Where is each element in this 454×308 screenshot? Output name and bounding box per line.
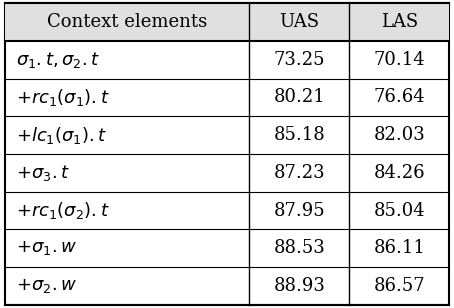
Text: 88.53: 88.53	[273, 239, 325, 257]
Text: 80.21: 80.21	[273, 88, 325, 106]
Text: 85.18: 85.18	[273, 126, 325, 144]
Text: $+lc_1(\sigma_1).t$: $+lc_1(\sigma_1).t$	[16, 125, 107, 146]
Text: $\sigma_1.t, \sigma_2.t$: $\sigma_1.t, \sigma_2.t$	[16, 50, 100, 70]
Text: 76.64: 76.64	[374, 88, 425, 106]
Text: 87.95: 87.95	[273, 202, 325, 220]
Text: 82.03: 82.03	[374, 126, 425, 144]
Text: LAS: LAS	[381, 13, 418, 31]
Text: $+\sigma_3.t$: $+\sigma_3.t$	[16, 163, 70, 183]
Text: $+rc_1(\sigma_2).t$: $+rc_1(\sigma_2).t$	[16, 200, 109, 221]
Text: $+\sigma_2.w$: $+\sigma_2.w$	[16, 277, 77, 295]
Text: 84.26: 84.26	[374, 164, 425, 182]
Text: 70.14: 70.14	[374, 51, 425, 69]
Text: 73.25: 73.25	[274, 51, 325, 69]
Text: $+rc_1(\sigma_1).t$: $+rc_1(\sigma_1).t$	[16, 87, 109, 108]
Text: 87.23: 87.23	[273, 164, 325, 182]
Bar	[5, 3, 449, 41]
Text: 86.11: 86.11	[374, 239, 425, 257]
Text: UAS: UAS	[279, 13, 319, 31]
Text: Context elements: Context elements	[47, 13, 207, 31]
Text: $+\sigma_1.w$: $+\sigma_1.w$	[16, 239, 77, 257]
Text: 86.57: 86.57	[374, 277, 425, 295]
Text: 85.04: 85.04	[374, 202, 425, 220]
Text: 88.93: 88.93	[273, 277, 325, 295]
